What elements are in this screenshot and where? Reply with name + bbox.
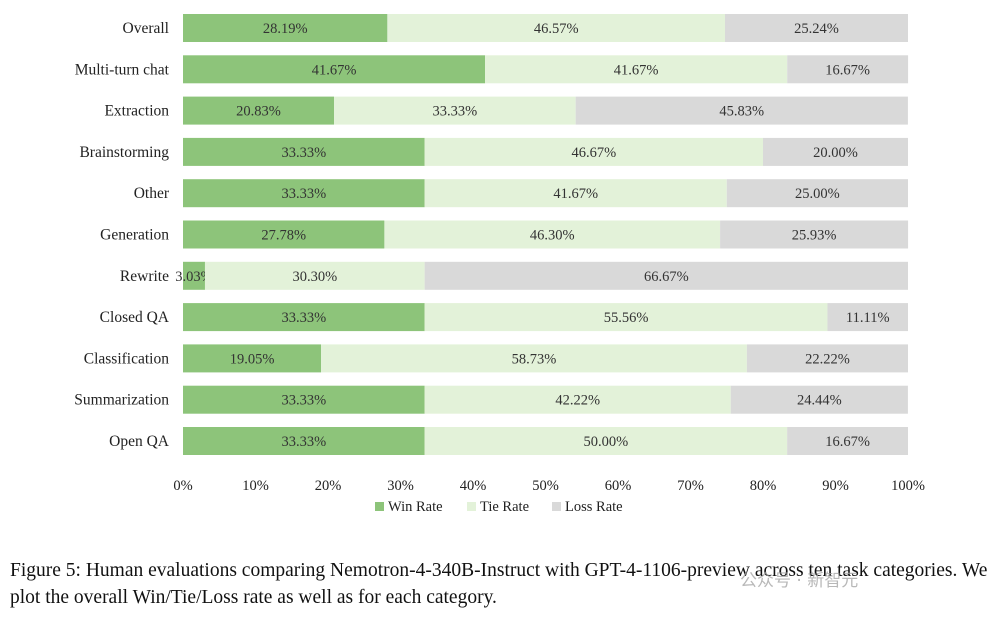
legend-label: Loss Rate [565, 499, 623, 515]
bar-segment-tie-rate [334, 96, 576, 125]
category-label: Classification [84, 350, 169, 367]
category-label: Other [134, 185, 170, 202]
x-tick-label: 90% [822, 478, 849, 494]
bar-segment-loss-rate [720, 220, 909, 249]
bar-segment-loss-rate [726, 179, 908, 208]
data-label: 45.83% [719, 104, 764, 120]
data-label: 25.00% [795, 186, 840, 202]
data-label: 42.22% [555, 393, 600, 409]
data-label: 33.33% [281, 434, 326, 450]
legend-label: Win Rate [388, 499, 443, 515]
bar-segment-tie-rate [424, 385, 731, 414]
data-label: 22.22% [805, 351, 850, 367]
data-label: 41.67% [553, 186, 598, 202]
stacked-bar-chart: Overall 28.19% 46.57% 25.24% Multi-turn chat… [74, 14, 925, 515]
legend-label: Tie Rate [480, 499, 529, 515]
data-label: 33.33% [281, 145, 326, 161]
category-label: Generation [100, 227, 169, 244]
bar-segment-win-rate [183, 261, 205, 290]
category-label: Extraction [104, 103, 169, 120]
data-label: 33.33% [281, 186, 326, 202]
bar-segment-tie-rate [424, 179, 727, 208]
category-label: Closed QA [100, 309, 170, 326]
data-label: 33.33% [432, 104, 477, 120]
data-label: 33.33% [281, 310, 326, 326]
category-label: Open QA [109, 433, 170, 450]
category-label: Brainstorming [79, 144, 169, 161]
x-tick-label: 70% [677, 478, 704, 494]
data-label: 16.67% [825, 434, 870, 450]
data-label: 3.03% [175, 269, 212, 285]
x-tick-label: 40% [460, 478, 487, 494]
category-label: Rewrite [120, 268, 169, 285]
bar-segment-loss-rate [787, 427, 908, 455]
bar-segment-loss-rate [424, 261, 908, 290]
bar-segment-loss-rate [746, 344, 908, 373]
category-label: Overall [123, 20, 169, 37]
legend-swatch-win-rate [375, 502, 384, 511]
bar-segment-win-rate [183, 179, 425, 208]
data-label: 16.67% [825, 62, 870, 78]
category-label: Summarization [74, 392, 169, 409]
bar-segment-win-rate [183, 137, 425, 166]
data-label: 50.00% [584, 434, 629, 450]
bar-segment-tie-rate [424, 137, 763, 166]
watermark: 公众号 · 新智元 [740, 571, 859, 591]
data-label: 55.56% [604, 310, 649, 326]
bar-segment-loss-rate [725, 14, 908, 42]
legend-swatch-loss-rate [552, 502, 561, 511]
x-tick-label: 50% [532, 478, 559, 494]
x-tick-label: 10% [242, 478, 269, 494]
data-label: 19.05% [230, 351, 275, 367]
bar-segment-win-rate [183, 96, 335, 125]
data-label: 58.73% [512, 351, 557, 367]
bar-segment-win-rate [183, 385, 425, 414]
x-tick-label: 80% [750, 478, 777, 494]
data-label: 25.93% [792, 228, 837, 244]
bar-segment-tie-rate [384, 220, 721, 249]
data-label: 28.19% [263, 21, 308, 37]
bar-segment-tie-rate [387, 14, 726, 42]
bar-segment-win-rate [183, 344, 322, 373]
bar-segment-tie-rate [485, 55, 788, 84]
legend-swatch-tie-rate [467, 502, 476, 511]
x-tick-label: 30% [387, 478, 414, 494]
bar-segment-tie-rate [321, 344, 747, 373]
figure-caption: Figure 5: Human evaluations comparing Ne… [10, 560, 988, 608]
x-tick-label: 0% [173, 478, 192, 494]
bar-segment-loss-rate [827, 303, 908, 332]
data-label: 46.67% [571, 145, 616, 161]
bar-segment-loss-rate [575, 96, 908, 125]
category-label: Multi-turn chat [75, 61, 170, 78]
bar-segment-win-rate [183, 14, 388, 42]
chart-svg: Overall 28.19% 46.57% 25.24% Multi-turn chat… [74, 14, 925, 515]
bar-segment-tie-rate [204, 261, 425, 290]
data-label: 46.30% [530, 228, 575, 244]
data-label: 11.11% [846, 310, 890, 326]
bar-segment-loss-rate [787, 55, 909, 84]
data-label: 66.67% [644, 269, 689, 285]
data-label: 41.67% [312, 62, 357, 78]
data-label: 30.30% [292, 269, 337, 285]
x-tick-label: 100% [891, 478, 925, 494]
data-label: 24.44% [797, 393, 842, 409]
data-label: 41.67% [614, 62, 659, 78]
bar-segment-loss-rate [763, 137, 908, 166]
bar-segment-win-rate [183, 220, 385, 249]
data-label: 46.57% [534, 21, 579, 37]
data-label: 25.24% [794, 21, 839, 37]
data-label: 20.00% [813, 145, 858, 161]
bar-segment-tie-rate [424, 303, 828, 332]
data-label: 27.78% [261, 228, 306, 244]
data-label: 20.83% [236, 104, 281, 120]
bar-segment-win-rate [183, 303, 425, 332]
bar-segment-tie-rate [424, 427, 788, 455]
x-tick-label: 60% [605, 478, 632, 494]
bar-segment-loss-rate [730, 385, 908, 414]
bar-segment-win-rate [183, 427, 425, 455]
bar-segment-win-rate [183, 55, 486, 84]
x-tick-label: 20% [315, 478, 342, 494]
data-label: 33.33% [281, 393, 326, 409]
